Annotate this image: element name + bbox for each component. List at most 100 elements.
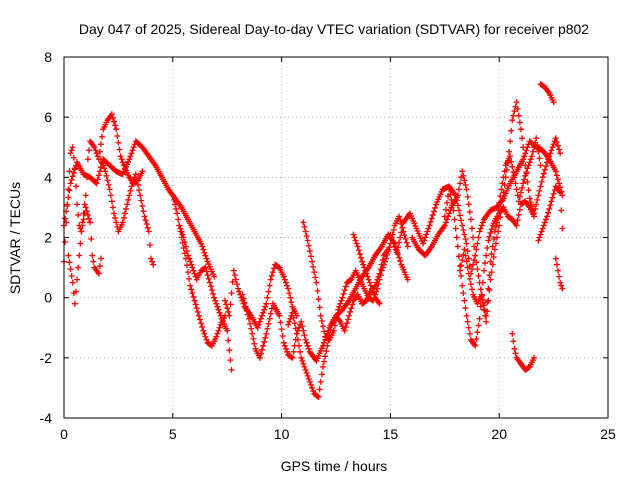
data-point xyxy=(514,217,521,224)
data-point xyxy=(388,234,395,241)
data-point xyxy=(458,217,465,224)
data-point xyxy=(109,204,116,211)
data-point xyxy=(136,187,143,194)
data-point xyxy=(62,239,69,246)
data-point xyxy=(277,319,284,326)
data-point xyxy=(191,270,198,277)
data-point xyxy=(319,323,326,330)
x-tick-label: 25 xyxy=(600,426,616,442)
data-point xyxy=(337,300,344,307)
data-point xyxy=(341,327,348,334)
data-point xyxy=(262,303,269,310)
data-point xyxy=(536,155,543,162)
data-point xyxy=(178,234,185,241)
data-point xyxy=(322,353,329,360)
data-point xyxy=(442,206,449,213)
data-point xyxy=(340,290,347,297)
data-point xyxy=(494,219,501,226)
data-point xyxy=(68,147,75,154)
data-point xyxy=(479,219,486,226)
data-point xyxy=(248,325,255,332)
data-point xyxy=(305,375,312,382)
data-point xyxy=(68,176,75,183)
data-point xyxy=(399,224,406,231)
data-point xyxy=(490,236,497,243)
data-point xyxy=(522,150,529,157)
data-point xyxy=(465,255,472,262)
data-point xyxy=(117,153,124,160)
data-point xyxy=(470,234,477,241)
data-point xyxy=(174,210,181,217)
data-point xyxy=(402,236,409,243)
data-point xyxy=(64,202,71,209)
data-point xyxy=(347,277,354,284)
data-point xyxy=(425,225,432,232)
data-point xyxy=(103,172,110,179)
data-point xyxy=(222,297,229,304)
data-point xyxy=(94,153,101,160)
data-point xyxy=(497,193,504,200)
data-point xyxy=(95,270,102,277)
data-point xyxy=(194,308,201,315)
data-point xyxy=(465,324,472,331)
data-point xyxy=(426,222,433,229)
data-point xyxy=(224,305,231,312)
data-point xyxy=(341,287,348,294)
data-point xyxy=(499,197,506,204)
data-point xyxy=(72,183,79,190)
data-point xyxy=(69,173,76,180)
data-point xyxy=(461,177,468,184)
data-point xyxy=(469,225,475,232)
data-point xyxy=(80,216,87,223)
data-point xyxy=(84,156,91,163)
data-point xyxy=(138,197,145,204)
data-point xyxy=(66,168,73,175)
data-point xyxy=(77,240,84,247)
data-point xyxy=(455,186,462,193)
data-point xyxy=(545,209,552,216)
data-point xyxy=(446,186,453,193)
data-point xyxy=(213,333,220,340)
data-point xyxy=(475,322,482,329)
data-point xyxy=(550,141,557,148)
data-point xyxy=(200,246,207,253)
data-point xyxy=(95,172,102,179)
data-point xyxy=(351,234,358,241)
data-point xyxy=(474,240,481,247)
data-point xyxy=(203,336,210,343)
data-point xyxy=(190,293,197,300)
data-point xyxy=(182,255,189,262)
data-point xyxy=(212,297,219,304)
data-point xyxy=(242,303,249,310)
data-point xyxy=(512,350,519,357)
data-point xyxy=(298,354,305,361)
data-point xyxy=(309,384,316,391)
data-point xyxy=(478,222,485,229)
data-point xyxy=(466,330,473,337)
data-point xyxy=(552,135,559,142)
data-point xyxy=(236,288,243,295)
data-point xyxy=(99,159,106,166)
data-point xyxy=(300,327,307,334)
data-point xyxy=(185,252,192,259)
data-point xyxy=(428,215,435,222)
data-point xyxy=(359,258,366,265)
data-point xyxy=(466,208,473,215)
data-point xyxy=(342,283,349,290)
data-point xyxy=(260,309,267,316)
data-point xyxy=(82,204,89,211)
data-point xyxy=(321,328,328,335)
data-point xyxy=(96,263,103,270)
data-point xyxy=(102,168,109,175)
data-point xyxy=(115,139,122,146)
data-point xyxy=(286,290,293,297)
data-point xyxy=(480,302,487,309)
data-point xyxy=(395,244,402,251)
data-point xyxy=(475,272,482,279)
data-point xyxy=(390,226,397,233)
data-point xyxy=(539,225,546,232)
data-point xyxy=(113,126,120,133)
data-point xyxy=(517,126,524,133)
data-point xyxy=(489,243,496,250)
data-point xyxy=(443,216,450,223)
